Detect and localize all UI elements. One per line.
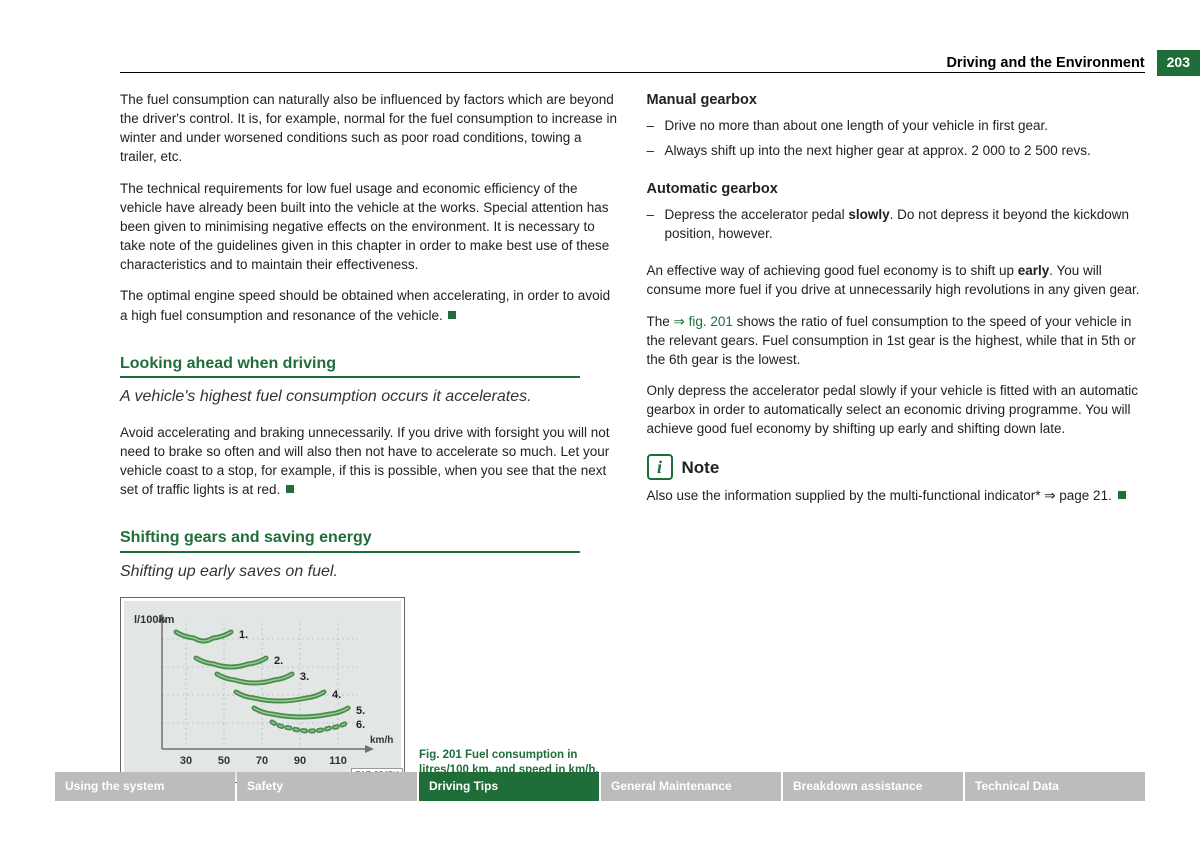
body-text: The technical requirements for low fuel … <box>120 179 619 275</box>
list-item: – Always shift up into the next higher g… <box>647 141 1146 160</box>
dash-icon: – <box>647 116 665 135</box>
sub-heading: Manual gearbox <box>647 90 1146 110</box>
chart-frame: l/100kmkm/h305070901101.2.3.4.5.6. B1Z-0… <box>120 597 405 783</box>
chart-row: l/100kmkm/h305070901101.2.3.4.5.6. B1Z-0… <box>120 597 619 783</box>
svg-text:50: 50 <box>218 755 230 767</box>
svg-text:l/100km: l/100km <box>134 614 175 626</box>
section-intro: A vehicle's highest fuel consumption occ… <box>120 386 619 408</box>
bullet-text: Always shift up into the next higher gea… <box>665 141 1091 160</box>
bullet-text: Drive no more than about one length of y… <box>665 116 1048 135</box>
nav-tab[interactable]: Breakdown assistance <box>783 772 963 801</box>
section-end-icon <box>1118 491 1126 499</box>
bold-text: early <box>1018 263 1050 278</box>
note-header: i Note <box>647 454 1146 480</box>
list-item: – Depress the accelerator pedal slowly. … <box>647 205 1146 243</box>
left-column: The fuel consumption can naturally also … <box>120 90 619 783</box>
body-text: Avoid accelerating and braking unnecessa… <box>120 423 619 500</box>
svg-text:90: 90 <box>294 755 306 767</box>
text-span: Also use the information supplied by the… <box>647 488 1112 503</box>
svg-text:110: 110 <box>329 755 347 767</box>
bullet-text: Depress the accelerator pedal slowly. Do… <box>665 205 1146 243</box>
svg-text:2.: 2. <box>274 655 283 667</box>
nav-tab[interactable]: Safety <box>237 772 417 801</box>
nav-tab[interactable]: Technical Data <box>965 772 1145 801</box>
svg-text:6.: 6. <box>356 719 365 731</box>
svg-text:4.: 4. <box>332 689 341 701</box>
dash-icon: – <box>647 205 665 243</box>
body-text: An effective way of achieving good fuel … <box>647 261 1146 299</box>
content-columns: The fuel consumption can naturally also … <box>120 90 1145 783</box>
section-title: Looking ahead when driving <box>120 353 619 375</box>
bold-text: slowly <box>848 207 889 222</box>
nav-tab[interactable]: Using the system <box>55 772 235 801</box>
nav-tab[interactable]: Driving Tips <box>419 772 599 801</box>
note-text: Also use the information supplied by the… <box>647 486 1146 505</box>
body-text: The fuel consumption can naturally also … <box>120 90 619 167</box>
text-span: An effective way of achieving good fuel … <box>647 263 1018 278</box>
footer-nav: Using the systemSafetyDriving TipsGenera… <box>55 772 1145 801</box>
chart-svg: l/100km km/h 30 50 70 90 110 1. 2. 3. 4. 5. 6. <box>124 601 401 779</box>
svg-text:3.: 3. <box>300 671 309 683</box>
dash-icon: – <box>647 141 665 160</box>
svg-text:km/h: km/h <box>370 735 393 746</box>
section-end-icon <box>448 311 456 319</box>
header-rule <box>120 72 1145 73</box>
body-text: The ⇒ fig. 201 shows the ratio of fuel c… <box>647 312 1146 369</box>
section-intro: Shifting up early saves on fuel. <box>120 561 619 583</box>
svg-text:1.: 1. <box>239 629 248 641</box>
right-column: Manual gearbox – Drive no more than abou… <box>647 90 1146 783</box>
fuel-consumption-chart: l/100km km/h 30 50 70 90 110 1. 2. 3. 4. 5. 6. <box>124 601 401 779</box>
figure-reference-link[interactable]: ⇒ fig. 201 <box>674 314 733 329</box>
title-rule <box>120 551 580 553</box>
text-span: Depress the accelerator pedal <box>665 207 849 222</box>
svg-text:5.: 5. <box>356 705 365 717</box>
text-span: Avoid accelerating and braking unnecessa… <box>120 425 610 497</box>
text-span: The <box>647 314 674 329</box>
title-rule <box>120 376 580 378</box>
header-title: Driving and the Environment <box>946 53 1156 73</box>
note-label: Note <box>682 456 720 480</box>
section-title: Shifting gears and saving energy <box>120 527 619 549</box>
svg-text:30: 30 <box>180 755 192 767</box>
svg-text:70: 70 <box>256 755 268 767</box>
page-number: 203 <box>1157 50 1200 76</box>
section-end-icon <box>286 485 294 493</box>
list-item: – Drive no more than about one length of… <box>647 116 1146 135</box>
text-span: The optimal engine speed should be obtai… <box>120 288 610 322</box>
info-icon: i <box>647 454 673 480</box>
nav-tab[interactable]: General Maintenance <box>601 772 781 801</box>
body-text: Only depress the accelerator pedal slowl… <box>647 381 1146 438</box>
sub-heading: Automatic gearbox <box>647 179 1146 199</box>
body-text: The optimal engine speed should be obtai… <box>120 286 619 324</box>
